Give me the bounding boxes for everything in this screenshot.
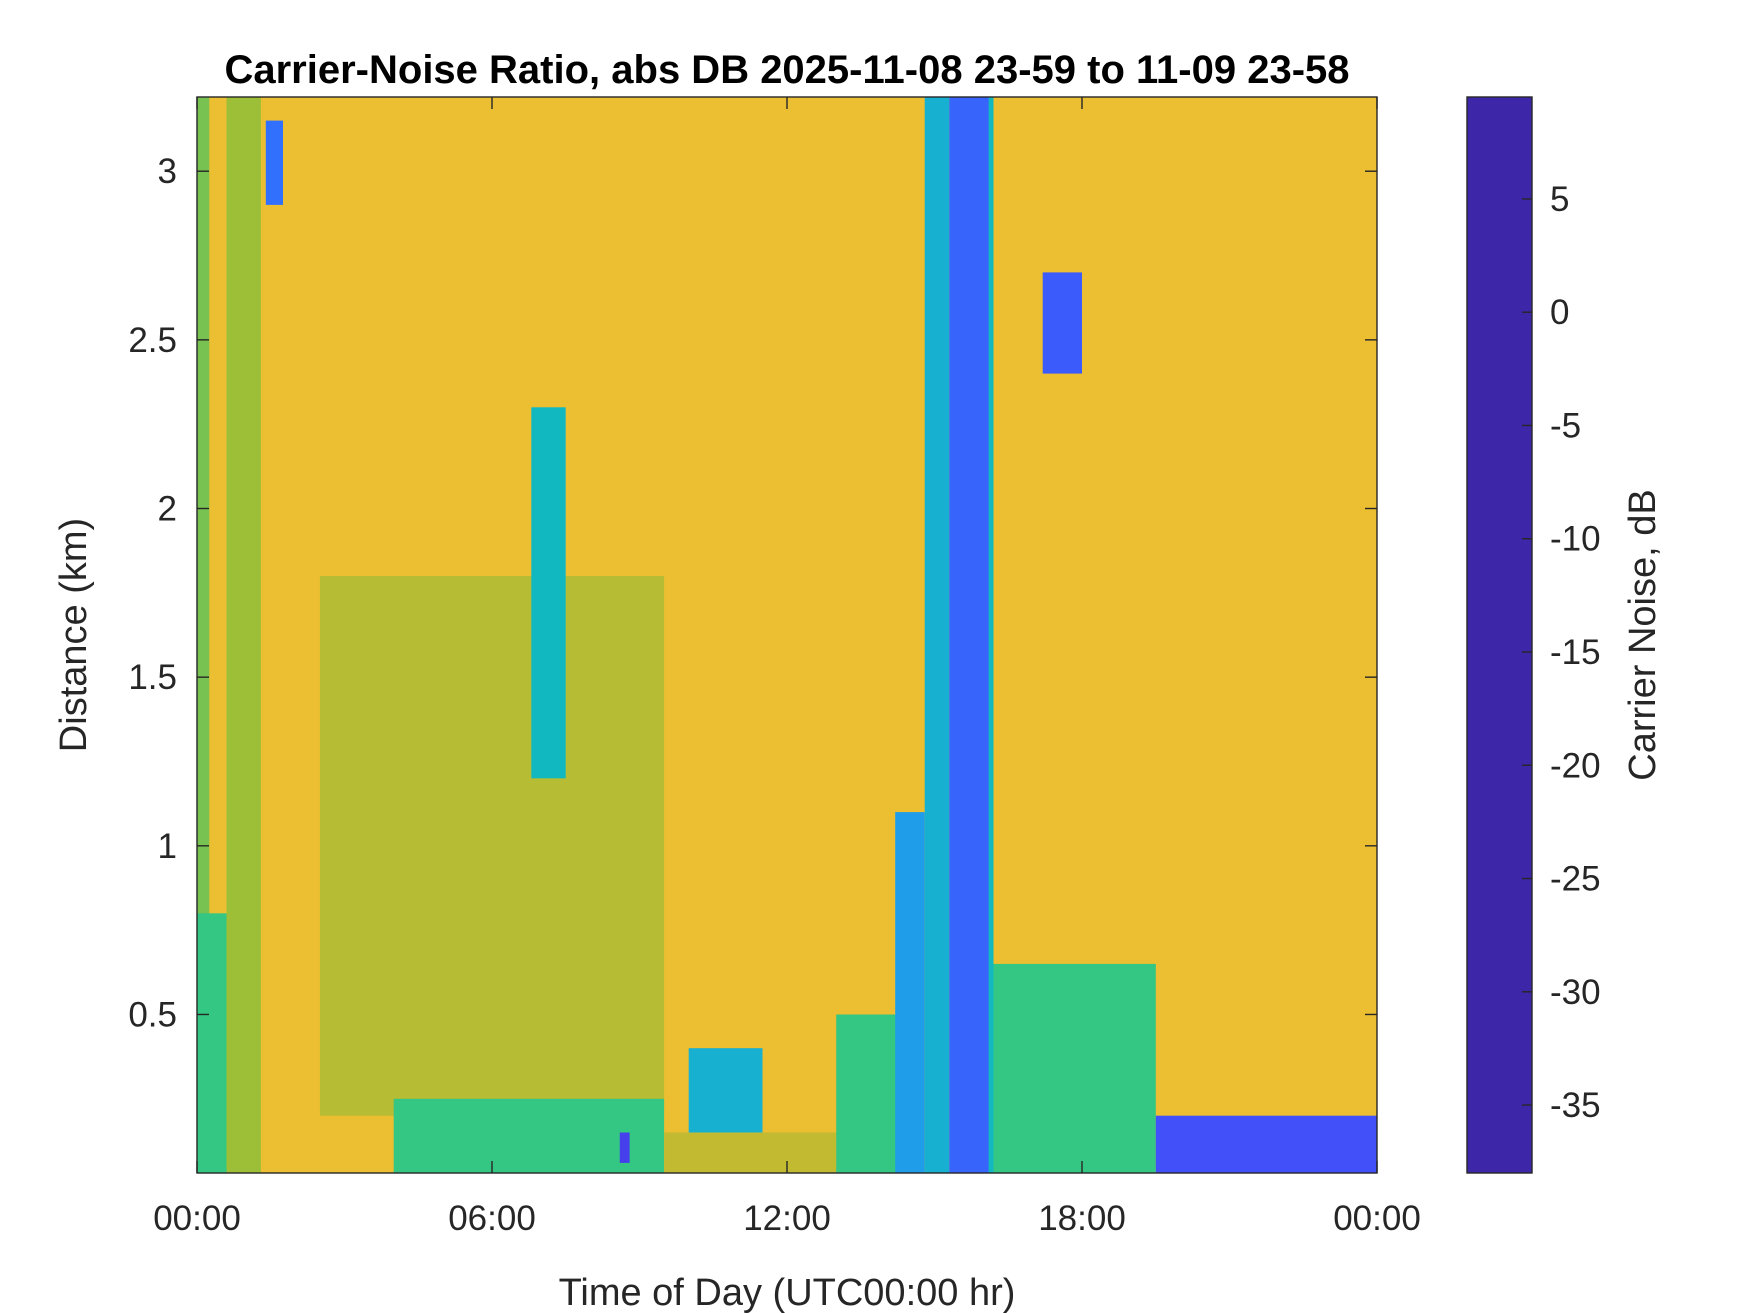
- chart-title: Carrier-Noise Ratio, abs DB 2025-11-08 2…: [224, 48, 1349, 92]
- colorbar-tick-label: 5: [1550, 180, 1569, 219]
- y-tick-label: 2.5: [128, 321, 177, 360]
- heatmap-region: [949, 97, 994, 1173]
- colorbar-tick-label: -25: [1550, 860, 1601, 899]
- colorbar-tick-label: 0: [1550, 293, 1569, 332]
- heatmap-region: [1042, 272, 1082, 374]
- y-tick-label: 0.5: [128, 995, 177, 1034]
- heatmap-region: [197, 97, 210, 1173]
- heatmap-region: [664, 1132, 837, 1173]
- heatmap-region: [619, 1132, 630, 1163]
- y-axis-label: Distance (km): [53, 518, 95, 752]
- colorbar: [1466, 96, 1533, 1174]
- heatmap-region: [895, 812, 925, 1173]
- heatmap-region: [924, 97, 950, 1173]
- y-tick-label: 3: [158, 152, 177, 191]
- heatmap-region: [319, 576, 665, 1116]
- heatmap-region: [688, 1048, 763, 1133]
- x-tick-label: 12:00: [743, 1199, 831, 1238]
- y-tick-label: 1: [158, 827, 177, 866]
- x-tick-label: 00:00: [1333, 1199, 1421, 1238]
- x-axis-label: Time of Day (UTC00:00 hr): [559, 1272, 1016, 1313]
- colorbar-tick-label: -35: [1550, 1086, 1601, 1125]
- x-tick-label: 06:00: [448, 1199, 536, 1238]
- colorbar-tick-label: -10: [1550, 520, 1601, 559]
- colorbar-tick-label: -5: [1550, 406, 1581, 445]
- heatmap-region: [988, 97, 994, 1173]
- heatmap-region: [393, 1098, 665, 1173]
- x-tick-label: 18:00: [1038, 1199, 1126, 1238]
- y-tick-label: 2: [158, 490, 177, 529]
- heatmap-region: [265, 120, 283, 205]
- x-tick-label: 00:00: [153, 1199, 241, 1238]
- y-axis: 0.5 1 1.5 2 2.5 3: [128, 152, 1377, 1034]
- heatmap-region: [531, 407, 566, 779]
- heatmap-region: [993, 963, 1156, 1173]
- heatmap-region: [226, 97, 261, 1173]
- colorbar-label: Carrier Noise, dB: [1622, 489, 1664, 780]
- x-axis: 00:00 06:00 12:00 18:00 00:00: [153, 97, 1421, 1238]
- y-tick-label: 1.5: [128, 658, 177, 697]
- colorbar-tick-label: -20: [1550, 746, 1601, 785]
- heatmap-cells: [197, 97, 1377, 1173]
- heatmap-region: [1155, 1115, 1377, 1173]
- heatmap-region: [197, 913, 227, 1173]
- colorbar-ticks: 5 0 -5 -10 -15 -20 -25 -30 -35: [1522, 180, 1601, 1125]
- colorbar-tick-label: -30: [1550, 973, 1601, 1012]
- colorbar-tick-label: -15: [1550, 633, 1601, 672]
